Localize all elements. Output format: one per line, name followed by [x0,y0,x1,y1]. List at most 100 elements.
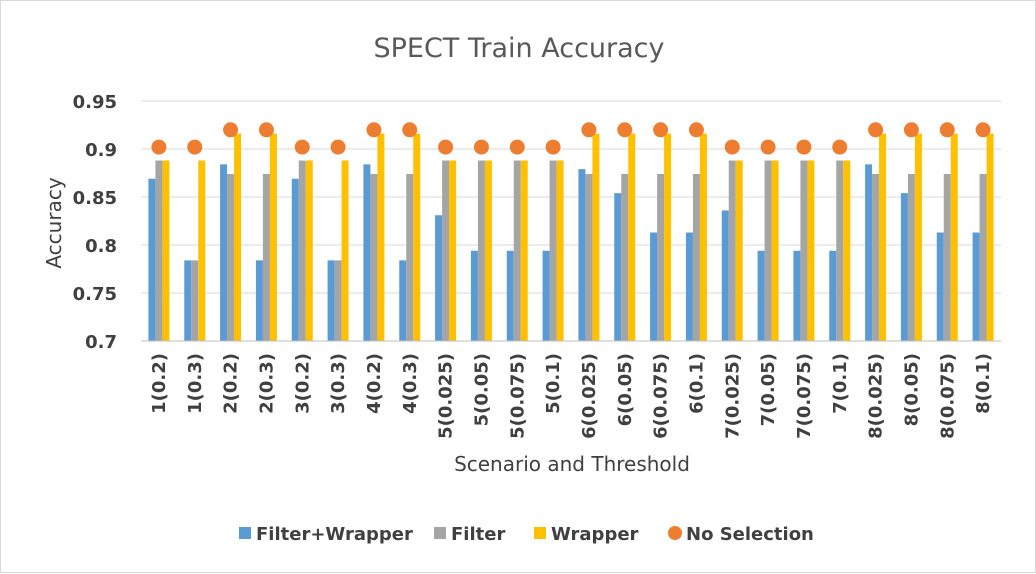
bar-filter-wrapper [614,193,622,341]
bar-wrapper [341,160,349,341]
x-tick-label: 7(0.1) [830,353,851,414]
bar-wrapper [305,160,313,341]
bar-filter-wrapper [435,215,443,341]
bar-filter-wrapper [865,164,873,341]
bar-filter [334,260,342,341]
bar-filter [227,173,235,341]
bar-wrapper [879,133,887,341]
bar-wrapper [198,160,206,341]
bar-filter [262,173,270,341]
y-tick-label: 0.7 [85,332,117,353]
legend-swatch-filter-wrapper [239,527,251,539]
bar-wrapper [556,160,564,341]
bar-filter [191,260,199,341]
bar-filter [907,173,915,341]
marker-no-selection [187,139,203,155]
legend-label-filter: Filter [451,524,505,545]
bar-wrapper [735,160,743,341]
x-tick-label: 4(0.2) [364,353,385,414]
legend-label-wrapper: Wrapper [551,524,639,545]
bar-filter [836,160,844,341]
bar-filter [155,160,163,341]
bar-wrapper [950,133,958,341]
x-axis-title: Scenario and Threshold [454,452,690,476]
x-tick-label: 8(0.05) [901,353,922,426]
x-tick-label: 2(0.3) [256,353,277,414]
legend: Filter+Wrapper Filter Wrapper No Selection [239,524,814,545]
x-tick-label: 6(0.05) [615,353,636,426]
bar-filter [477,160,485,341]
bar-filter-wrapper [829,250,837,341]
marker-no-selection [330,139,346,155]
y-tick-label: 0.9 [85,140,117,161]
x-tick-label: 3(0.2) [292,353,313,414]
y-axis-title: Accuracy [42,177,66,268]
marker-no-selection [294,139,310,155]
x-tick-label: 8(0.075) [937,353,958,439]
bar-filter-wrapper [542,250,550,341]
bar-filter-wrapper [506,250,514,341]
bar-filter [657,173,665,341]
x-tick-label: 5(0.1) [543,353,564,414]
bar-filter-wrapper [327,260,335,341]
bar-filter-wrapper [757,250,765,341]
x-tick-label: 8(0.1) [973,353,994,414]
bar-filter-wrapper [900,193,908,341]
marker-no-selection [724,139,740,155]
bar-filter-wrapper [972,232,980,341]
bar-filter [585,173,593,341]
y-axis-ticks: 0.7 0.75 0.8 0.85 0.9 0.95 [73,92,117,353]
x-tick-label: 5(0.05) [471,353,492,426]
bar-filter [442,160,450,341]
bar-filter [800,160,808,341]
bar-filter [406,173,414,341]
marker-no-selection [151,139,167,155]
marker-no-selection [366,122,382,138]
bar-filter-wrapper [220,164,228,341]
marker-no-selection [581,122,597,138]
bar-filter-wrapper [470,250,478,341]
bar-filter-wrapper [255,260,263,341]
marker-no-selection [760,139,776,155]
marker-no-selection [903,122,919,138]
bar-wrapper [269,133,277,341]
marker-no-selection [258,122,274,138]
bar-filter [621,173,629,341]
y-tick-label: 0.95 [73,92,117,113]
bar-wrapper [377,133,385,341]
bar-filter [298,160,306,341]
markers [151,122,991,155]
bar-filter [692,173,700,341]
bar-filter [943,173,951,341]
x-tick-label: 7(0.05) [758,353,779,426]
x-tick-label: 5(0.075) [507,353,528,439]
x-tick-label: 6(0.025) [579,353,600,439]
y-tick-label: 0.8 [85,236,117,257]
bar-filter [764,160,772,341]
bar-filter-wrapper [793,250,801,341]
bar-wrapper [449,160,457,341]
marker-no-selection [545,139,561,155]
legend-swatch-wrapper [534,527,546,539]
bar-filter [370,173,378,341]
x-axis-ticks: 1(0.2) 1(0.3) 2(0.2) 2(0.3) 3(0.2) 3(0.3) 4(0.… [149,353,994,439]
x-tick-label: 1(0.2) [149,353,170,414]
bar-filter-wrapper [399,260,407,341]
legend-swatch-filter [434,527,446,539]
x-tick-label: 1(0.3) [185,353,206,414]
bar-wrapper [664,133,672,341]
bar-wrapper [520,160,528,341]
legend-label-filter-wrapper: Filter+Wrapper [256,524,413,545]
bar-wrapper [843,160,851,341]
bar-filter-wrapper [291,178,299,341]
y-tick-label: 0.85 [73,188,117,209]
bar-wrapper [771,160,779,341]
marker-no-selection [796,139,812,155]
marker-no-selection [653,122,669,138]
x-tick-label: 7(0.025) [722,353,743,439]
x-tick-label: 4(0.3) [400,353,421,414]
marker-no-selection [402,122,418,138]
bar-filter-wrapper [650,232,658,341]
